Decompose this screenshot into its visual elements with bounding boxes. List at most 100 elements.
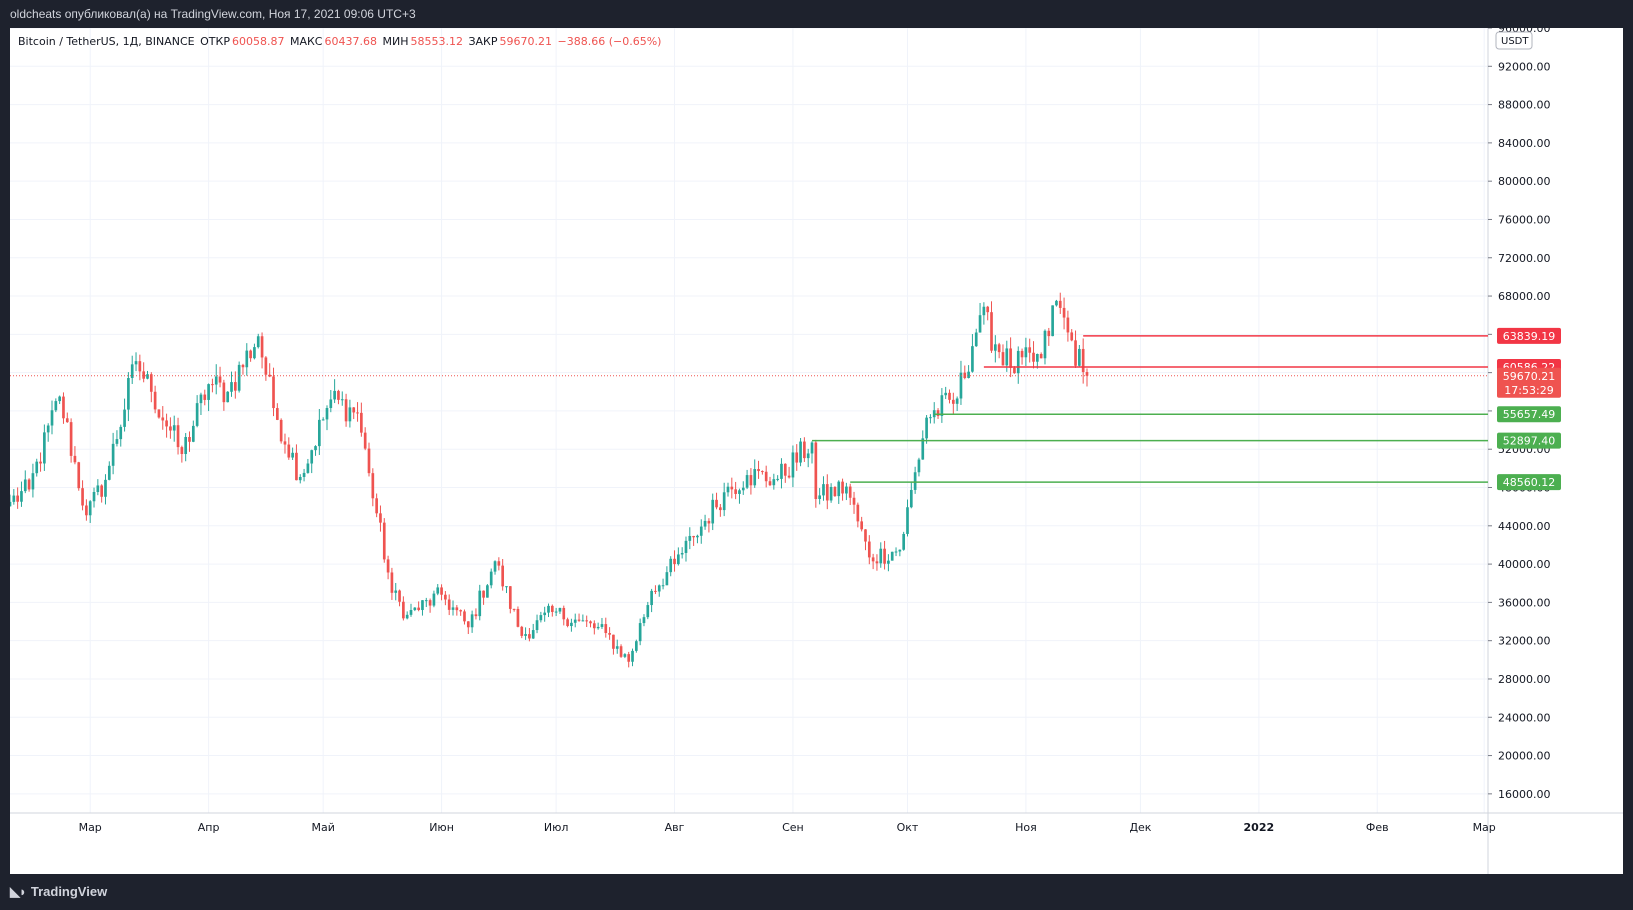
candle-body xyxy=(951,399,955,404)
candle-body xyxy=(180,447,184,455)
candle-body xyxy=(58,396,61,402)
candle-body xyxy=(260,336,264,358)
candle-body xyxy=(520,626,524,636)
candle-body xyxy=(669,558,673,573)
current-price-label: 59670.21 xyxy=(1503,370,1556,383)
candle-body xyxy=(898,549,902,552)
candle-body xyxy=(627,654,631,662)
candle-body xyxy=(474,614,478,617)
candle-body xyxy=(211,384,214,386)
candle-body xyxy=(875,561,879,564)
candle-body xyxy=(1066,317,1070,333)
time-tick-label: Сен xyxy=(782,821,804,834)
candle-body xyxy=(295,452,298,481)
time-tick-label: Авг xyxy=(665,821,685,834)
candle-body xyxy=(199,394,203,404)
candle-body xyxy=(757,469,760,472)
countdown-label: 17:53:29 xyxy=(1504,384,1553,397)
time-tick-label: Дек xyxy=(1129,821,1151,834)
candle-body xyxy=(906,507,909,534)
candle-body xyxy=(719,507,722,511)
candle-body xyxy=(730,486,734,490)
candle-body xyxy=(993,344,997,351)
candle-body xyxy=(677,554,680,565)
candle-body xyxy=(444,594,447,600)
candle-body xyxy=(356,412,359,414)
candle-body xyxy=(799,441,802,463)
candle-body xyxy=(894,551,898,553)
candle-body xyxy=(321,419,325,421)
candle-body xyxy=(291,452,294,458)
support-1-label: 55657.49 xyxy=(1503,408,1556,421)
candle-body xyxy=(959,372,963,399)
candle-body xyxy=(699,526,703,536)
candle-body xyxy=(1085,372,1089,376)
candle-body xyxy=(654,590,657,592)
candle-body xyxy=(276,408,279,420)
candle-body xyxy=(887,560,890,564)
candle-body xyxy=(1032,352,1035,362)
candle-body xyxy=(925,417,928,439)
candle-body xyxy=(92,491,96,502)
candle-body xyxy=(65,418,69,423)
candle-body xyxy=(845,486,848,494)
candle-body xyxy=(791,452,795,478)
candle-body xyxy=(27,479,31,490)
candle-body xyxy=(646,605,650,618)
candle-body xyxy=(1047,330,1051,337)
support-3-label: 48560.12 xyxy=(1503,476,1556,489)
time-tick-label: Мар xyxy=(79,821,102,834)
candle-body xyxy=(684,540,688,553)
candle-body xyxy=(340,399,344,401)
candle-body xyxy=(287,444,291,458)
candle-body xyxy=(379,513,382,523)
candle-body xyxy=(367,448,371,474)
candle-body xyxy=(142,371,146,379)
candle-body xyxy=(249,350,252,359)
candle-body xyxy=(447,599,451,610)
candle-body xyxy=(623,654,627,657)
candle-body xyxy=(909,489,913,508)
candle-body xyxy=(394,590,398,593)
candle-body xyxy=(233,382,237,391)
candle-body xyxy=(600,624,604,627)
resistance-1-label: 63839.19 xyxy=(1503,330,1556,343)
legend-close-label: ЗАКР xyxy=(468,35,498,48)
candle-body xyxy=(344,399,348,422)
candle-body xyxy=(696,535,699,538)
candle-body xyxy=(856,504,860,522)
candle-body xyxy=(501,565,505,587)
candle-body xyxy=(680,552,684,555)
candle-body xyxy=(768,481,772,486)
candle-body xyxy=(482,590,485,598)
candle-body xyxy=(833,486,837,497)
legend-symbol: Bitcoin / TetherUS, 1Д, BINANCE xyxy=(18,35,195,48)
candle-body xyxy=(363,432,367,449)
candle-body xyxy=(772,479,776,486)
candle-body xyxy=(688,535,692,541)
candle-body xyxy=(73,455,77,463)
candle-body xyxy=(581,620,585,622)
tradingview-logo[interactable]: ◣◗ TradingView xyxy=(10,884,107,900)
price-tick-label: 36000.00 xyxy=(1498,596,1551,609)
candle-body xyxy=(986,306,990,313)
candle-body xyxy=(1055,300,1058,306)
candle-body xyxy=(1039,353,1043,359)
candle-body xyxy=(810,442,814,454)
candle-body xyxy=(566,619,569,627)
candle-body xyxy=(459,610,462,612)
chart-area[interactable]: 16000.00 20000.00 24000.00 28000.00 32000.00… xyxy=(10,28,1623,874)
price-tick-label: 68000.00 xyxy=(1498,290,1551,303)
legend-high-value: 60437.68 xyxy=(324,35,377,48)
candle-body xyxy=(692,535,695,538)
candle-body xyxy=(489,571,493,586)
price-tick-label: 76000.00 xyxy=(1498,213,1551,226)
candle-body xyxy=(43,432,46,464)
candle-body xyxy=(535,620,539,631)
legend-low-value: 58553.12 xyxy=(410,35,463,48)
candle-body xyxy=(214,376,218,385)
time-tick-label: 2022 xyxy=(1244,821,1275,834)
price-chart-svg[interactable]: 16000.00 20000.00 24000.00 28000.00 32000.00… xyxy=(10,28,1623,874)
candle-body xyxy=(631,650,634,662)
candle-body xyxy=(665,572,669,586)
